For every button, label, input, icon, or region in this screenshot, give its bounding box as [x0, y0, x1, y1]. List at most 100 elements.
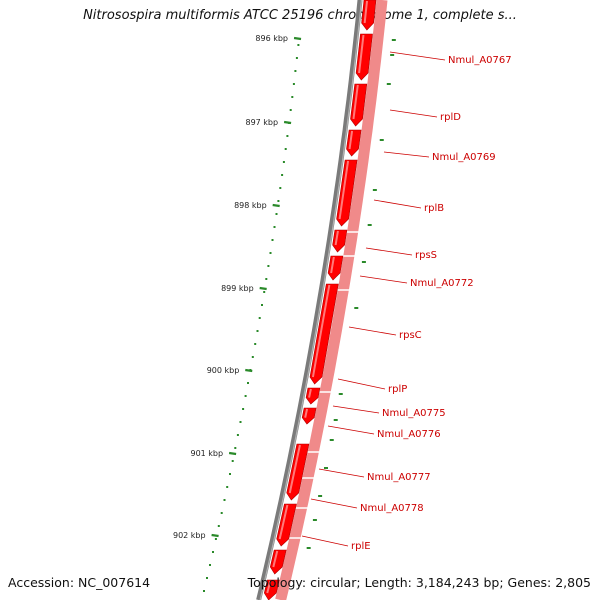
gene-arrow [346, 129, 362, 157]
gene-arrow-shine [288, 444, 301, 494]
gene-arrow-shine [363, 0, 368, 24]
minor-tick [294, 70, 297, 72]
minor-tick [275, 213, 278, 215]
gene-label: Nmul_A0775 [382, 408, 446, 419]
kbp-label: 900 kbp [207, 366, 240, 375]
minor-tick [236, 434, 239, 436]
gene-arrow-shine [352, 84, 359, 120]
kbp-label: 897 kbp [245, 118, 278, 127]
gene-label: Nmul_A0769 [432, 152, 496, 163]
label-leader [301, 535, 349, 547]
label-leader [348, 326, 397, 336]
minor-tick [258, 317, 261, 319]
major-tick [211, 533, 219, 538]
label-leader [373, 199, 422, 209]
backbone-line [256, 0, 363, 600]
map-title: Nitrosospira multiformis ATCC 25196 chro… [83, 8, 517, 23]
major-tick [245, 368, 253, 373]
gene-label: rpsC [399, 330, 422, 341]
minor-tick [214, 538, 217, 540]
minor-tick [203, 590, 205, 592]
label-leader [359, 275, 408, 284]
minor-tick [284, 148, 287, 150]
minor-tick [206, 577, 208, 579]
gene-label: Nmul_A0772 [410, 278, 474, 289]
minor-tick [223, 499, 226, 501]
minor-tick [217, 525, 220, 527]
gene-arrow-shine [311, 284, 331, 378]
minor-tick [267, 265, 270, 267]
label-leader [318, 468, 365, 478]
gene-label: rplE [351, 541, 371, 552]
minor-tick [291, 96, 294, 98]
gene-label: Nmul_A0767 [448, 55, 512, 66]
minor-tick [220, 512, 223, 514]
minor-tick [226, 486, 229, 488]
kbp-label: 898 kbp [234, 201, 267, 210]
minor-tick [261, 304, 263, 306]
kbp-label: 896 kbp [255, 34, 288, 43]
minor-tick [231, 460, 234, 462]
minor-tick [295, 57, 298, 59]
minor-tick [279, 187, 282, 189]
minor-tick [292, 83, 295, 85]
major-tick [259, 286, 267, 291]
major-tick [293, 36, 302, 41]
gene-label: Nmul_A0776 [377, 429, 441, 440]
gene-arrow-shine [278, 504, 289, 540]
gene-arrow-shine [358, 34, 365, 74]
backbone-highlight [259, 0, 363, 600]
gene-arrow-shine [334, 230, 339, 246]
label-leader [389, 109, 438, 118]
minor-tick [281, 174, 284, 176]
gene-arrow-shine [272, 550, 279, 568]
gene-arrow-shine [266, 580, 272, 594]
kbp-label: 901 kbp [190, 449, 223, 458]
scale-ticks: 896 kbp 897 kbp 898 kbp 899 kbp 900 kbp 901 k… [173, 34, 396, 592]
minor-tick [286, 135, 289, 137]
label-leader [332, 405, 380, 414]
gene-arrow-shine [330, 256, 335, 274]
gene-track [263, 0, 388, 600]
gene-label: rplD [440, 112, 461, 123]
topology-summary: Topology: circular; Length: 3,184,243 bp… [247, 575, 591, 590]
gene-arrow-shine [308, 388, 312, 398]
gene-labels: Nmul_A0767 rplD Nmul_A0769 rplB rpsS Nmul_A07… [301, 51, 512, 552]
gene-label: rpsS [415, 250, 437, 261]
label-leader [327, 425, 375, 435]
label-leader [383, 151, 430, 158]
minor-tick [247, 382, 249, 384]
major-tick [272, 203, 280, 208]
gene-arrow [263, 579, 280, 600]
gene-label: rplB [424, 203, 444, 214]
minor-tick [239, 421, 242, 423]
minor-tick [234, 447, 237, 449]
accession-text: Accession: NC_007614 [8, 575, 151, 590]
gene-label: Nmul_A0777 [367, 472, 431, 483]
gene-label: Nmul_A0778 [360, 503, 424, 514]
minor-tick [256, 330, 259, 332]
minor-tick [254, 343, 257, 345]
minor-tick [273, 226, 276, 228]
label-leader [337, 378, 386, 390]
minor-tick [212, 551, 214, 553]
minor-tick [229, 473, 231, 475]
gene-arrow [269, 549, 287, 575]
gene-arrow-shine [348, 130, 354, 150]
gene-band-light [275, 0, 388, 600]
minor-tick [244, 395, 247, 397]
major-tick [283, 120, 292, 125]
minor-tick [297, 44, 300, 46]
minor-tick [251, 356, 254, 358]
minor-tick [277, 200, 280, 202]
gene-arrow [276, 503, 297, 547]
minor-tick [289, 109, 292, 111]
major-tick [228, 451, 237, 456]
minor-tick [269, 252, 272, 254]
minor-tick [242, 408, 245, 410]
minor-tick [282, 161, 285, 163]
gene-arrow [361, 0, 377, 31]
gene-arrow [327, 255, 344, 281]
minor-tick [271, 239, 274, 241]
